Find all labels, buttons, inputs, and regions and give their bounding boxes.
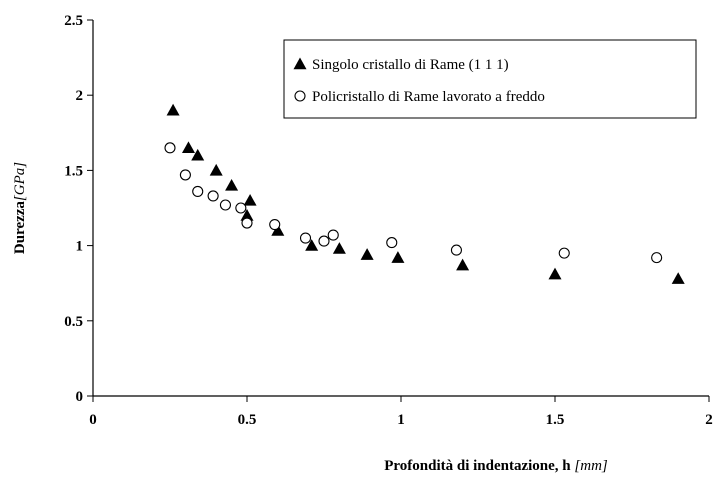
circle-marker (179, 169, 191, 181)
triangle-marker (391, 251, 405, 263)
circle-marker (269, 218, 281, 231)
y-axis-label: Durezza[GPa] (12, 162, 28, 254)
legend-label: Singolo cristallo di Rame (1 1 1) (312, 57, 509, 73)
triangle-marker (243, 193, 257, 206)
circle-marker (558, 247, 570, 259)
triangle-marker (332, 242, 346, 254)
triangle-marker (305, 239, 319, 251)
circle-marker (386, 237, 398, 249)
circle-marker (207, 190, 219, 202)
circle-marker (651, 252, 663, 264)
x-tick-label: 0 (89, 412, 97, 428)
triangle-marker (181, 141, 195, 154)
circle-marker (327, 229, 339, 241)
x-label-text: Profondità di indentazione, h (384, 458, 571, 474)
x-label-unit: [mm] (574, 458, 608, 474)
y-tick-label: 0.5 (64, 314, 83, 330)
triangle-marker (240, 209, 254, 221)
triangle-marker (209, 163, 223, 176)
triangle-marker (360, 248, 374, 260)
legend-label: Policristallo di Rame lavorato a freddo (312, 89, 545, 105)
x-tick-label: 1.5 (546, 412, 565, 428)
circle-marker (219, 199, 231, 211)
y-label-unit: [GPa] (12, 162, 28, 201)
triangle-marker (271, 224, 285, 236)
circle-marker (241, 217, 253, 229)
triangle-marker (293, 57, 307, 70)
x-tick-label: 0.5 (238, 412, 257, 428)
circle-marker (192, 185, 204, 198)
legend-box (283, 39, 697, 119)
circle-marker (450, 244, 462, 256)
triangle-marker (166, 103, 180, 116)
x-tick-label: 2 (705, 412, 713, 428)
triangle-marker (548, 267, 562, 280)
triangle-marker (456, 258, 470, 271)
circle-marker (235, 202, 247, 214)
circle-marker (318, 235, 330, 247)
y-label-text: Durezza (12, 201, 28, 255)
x-tick-label: 1 (397, 412, 405, 428)
x-axis-label: Profondità di indentazione, h [mm] (384, 458, 608, 474)
y-tick-label: 2 (76, 88, 84, 104)
triangle-marker (671, 272, 685, 284)
triangle-marker (191, 148, 205, 161)
y-tick-label: 1.5 (64, 163, 83, 179)
y-tick-label: 2.5 (64, 13, 83, 29)
circle-marker (164, 142, 176, 154)
circle-marker (294, 90, 306, 102)
triangle-marker (225, 178, 239, 191)
y-tick-label: 1 (76, 239, 84, 255)
y-tick-label: 0 (76, 389, 84, 405)
circle-marker (299, 232, 312, 244)
